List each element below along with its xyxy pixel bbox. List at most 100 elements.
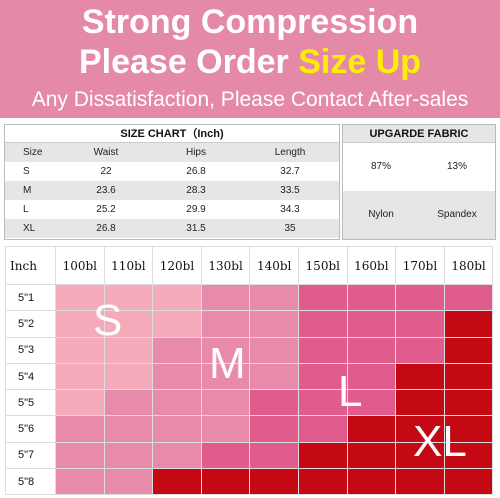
grid-cell-m [200,283,251,312]
grid-cell-m [103,415,154,443]
header-banner: Strong Compression Please Order Size Up … [0,0,500,118]
grid-row: 5"8 [5,468,494,496]
grid-cell-m [103,441,154,470]
size-label-xl: XL [413,417,467,466]
fabric-material-row: Nylon Spandex [343,191,495,239]
size-label-s: S [93,296,123,345]
headline-order-text: Please Order [78,43,299,81]
grid-cell-xl [200,468,251,496]
fabric-percent-nylon: 87% [370,161,391,172]
grid-cell-l [200,441,251,470]
grid-cell-l [395,310,445,338]
grid-cell-m [152,389,202,417]
size-chart-cell: 32.7 [280,166,300,177]
grid-cell-m [152,336,202,364]
grid-cell-xl [346,441,397,470]
grid-cell-m [200,336,251,364]
grid-weight-header: 140bl [249,246,299,285]
size-chart-col-length: Length [274,147,306,158]
size-label-l: L [338,367,363,416]
grid-cell-s [152,283,202,312]
grid-cell-xl [346,415,397,443]
grid-cell-xl [443,310,494,338]
grid-height-label: 5"6 [5,415,56,443]
grid-cell-m [249,362,299,391]
fabric-material-nylon: Nylon [368,209,394,220]
grid-weight-header: 180bl [443,246,494,285]
grid-cell-xl [443,389,494,417]
grid-cell-xl [297,468,348,496]
size-chart-cell: 35 [284,223,296,234]
grid-weight-header: 150bl [297,246,348,285]
grid-row: 5"4 [5,362,494,391]
fabric-title: UPGARDE FABRIC [343,125,495,143]
grid-cell-l [346,362,397,391]
fabric-box: UPGARDE FABRIC 87% 13% Nylon Spandex [342,124,496,240]
grid-cell-m [55,468,105,496]
grid-cell-m [249,310,299,338]
grid-cell-m [55,415,105,443]
grid-cell-s [55,362,105,391]
grid-row: 5"5 [5,389,494,417]
grid-row: 5"2 [5,310,494,338]
size-chart-cell: 33.5 [280,185,300,196]
grid-cell-s [103,310,154,338]
grid-cell-xl [443,415,494,443]
grid-cell-xl [346,468,397,496]
grid-body: 5"1 5"2 5"3 5"4 5"5 5"6 5"7 5"8 [5,283,494,496]
grid-weight-header: 120bl [152,246,202,285]
grid-cell-l [346,310,397,338]
grid-cell-xl [395,441,445,470]
size-chart-row-xl: XL 26.8 31.5 35 [5,219,339,238]
size-chart-cell: M [23,185,32,196]
grid-cell-m [103,389,154,417]
grid-cell-l [297,415,348,443]
grid-height-label: 5"1 [5,283,56,312]
grid-cell-l [297,283,348,312]
grid-height-label: 5"3 [5,336,56,364]
grid-weight-header: 160bl [346,246,397,285]
grid-cell-m [249,283,299,312]
size-chart-cell: 26.8 [186,166,206,177]
grid-cell-m [152,415,202,443]
grid-cell-l [297,310,348,338]
size-chart-cell: 22 [100,166,112,177]
size-chart-col-waist: Waist [93,147,119,158]
grid-cell-xl [443,362,494,391]
grid-cell-m [103,468,154,496]
grid-height-label: 5"5 [5,389,56,417]
fabric-percent-row: 87% 13% [343,143,495,191]
grid-height-label: 5"7 [5,441,56,470]
grid-cell-s [55,389,105,417]
grid-cell-l [346,389,397,417]
grid-row: 5"3 [5,336,494,364]
grid-cell-m [152,441,202,470]
grid-weight-header: 100bl [55,246,105,285]
grid-cell-l [297,362,348,391]
grid-cell-xl [249,468,299,496]
size-chart-header-row: Size Waist Hips Length [5,143,339,162]
grid-cell-l [395,283,445,312]
grid-cell-s [103,362,154,391]
grid-cell-l [297,336,348,364]
grid-cell-m [249,336,299,364]
grid-weight-header-row: Inch 100bl 110bl 120bl 130bl 140bl 150bl 160bl… [5,246,494,285]
size-chart-title: SIZE CHART（Inch) [5,125,339,143]
grid-cell-l [443,283,494,312]
headline-strong-compression: Strong Compression [81,3,419,41]
size-label-m: M [209,339,246,388]
size-chart-cell: 26.8 [96,223,116,234]
size-chart-cell: 29.9 [186,204,206,215]
grid-row: 5"1 [5,283,494,312]
grid-cell-xl [443,336,494,364]
grid-cell-l [249,441,299,470]
size-chart-col-hips: Hips [185,147,206,158]
subheadline-after-sales: Any Dissatisfaction, Please Contact Afte… [31,88,469,111]
size-chart-cell: 25.2 [96,204,116,215]
grid-height-label: 5"8 [5,468,56,496]
grid-cell-m [200,415,251,443]
grid-cell-xl [443,468,494,496]
grid-cell-xl [152,468,202,496]
headline-size-up-highlight: Size Up [298,43,422,81]
size-chart-cell: S [23,166,30,177]
